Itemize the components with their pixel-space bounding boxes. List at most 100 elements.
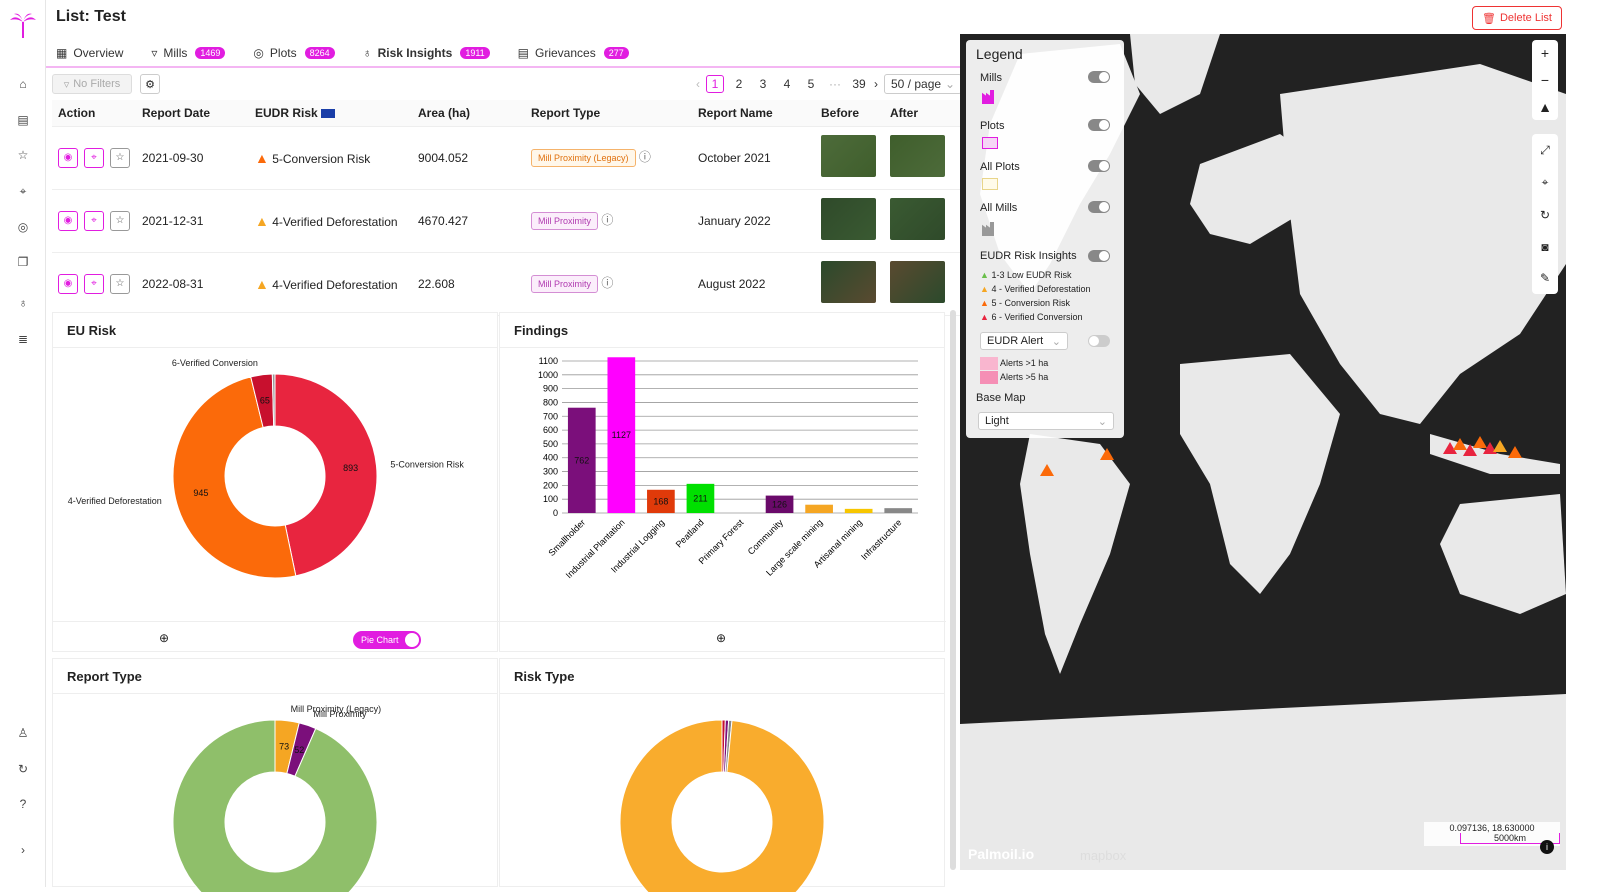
tab-risk-insights[interactable]: ♁ Risk Insights 1911 [363, 40, 490, 66]
view-icon[interactable]: ◉ [58, 210, 78, 231]
page-ellipsis[interactable]: ··· [829, 77, 841, 91]
tab-grievances[interactable]: ▤ Grievances 277 [518, 40, 629, 66]
page-4[interactable]: 4 [783, 77, 791, 91]
settings-button[interactable]: ⚙ [140, 74, 160, 94]
before-satellite-image[interactable] [821, 198, 876, 240]
risk-level-label: 4 - Verified Deforestation [991, 284, 1091, 294]
all-plots-toggle[interactable] [1088, 160, 1110, 172]
pie-chart-toggle[interactable]: Pie Chart [353, 631, 421, 649]
after-satellite-image[interactable] [890, 135, 945, 177]
table-row[interactable]: ◉ ⌖ ☆ 2021-12-31 ▲ 4-Verified Deforestation 4… [52, 189, 970, 253]
locate-icon[interactable]: ⌖ [84, 273, 104, 294]
pie-slice[interactable] [619, 719, 825, 892]
locate-icon[interactable]: ⌖ [84, 210, 104, 231]
before-satellite-image[interactable] [821, 135, 876, 177]
locate-icon[interactable]: ⌖ [84, 147, 104, 168]
page-39[interactable]: 39 [852, 77, 866, 91]
prev-page-icon[interactable]: ‹ [696, 77, 700, 91]
palm-logo-icon[interactable] [8, 10, 38, 40]
view-icon[interactable]: ◉ [58, 273, 78, 294]
bar[interactable] [607, 357, 636, 513]
delete-list-button[interactable]: 🗑 Delete List [1472, 6, 1562, 30]
locate-icon[interactable]: ⌖ [1541, 175, 1549, 190]
bar[interactable] [844, 508, 873, 513]
mills-toggle[interactable] [1088, 71, 1110, 83]
camera-icon[interactable]: ◙ [1541, 239, 1549, 254]
all-mills-toggle[interactable] [1088, 201, 1110, 213]
eudr-alert-select[interactable]: EUDR Alert ⌄ [980, 332, 1068, 350]
basemap-select[interactable]: Light ⌄ [978, 412, 1114, 430]
page-size-select[interactable]: 50 / page ⌄ [884, 74, 962, 94]
view-icon[interactable]: ◉ [58, 147, 78, 168]
pie-slice[interactable] [274, 373, 378, 577]
report-type-cell: Mill Proximity ⓘ [525, 252, 692, 316]
bar[interactable] [647, 489, 675, 513]
help-icon[interactable]: ⓘ [601, 213, 614, 227]
action-cell: ◉ ⌖ ☆ [52, 126, 136, 190]
eudr-alert-toggle[interactable] [1088, 335, 1110, 347]
col-area[interactable]: Area (ha) [412, 100, 525, 127]
draw-icon[interactable]: ✎ [1539, 271, 1551, 286]
star-icon[interactable]: ☆ [17, 148, 29, 162]
help-icon[interactable]: ⓘ [638, 150, 651, 164]
page-5[interactable]: 5 [807, 77, 815, 91]
col-eudr-risk[interactable]: EUDR Risk [249, 100, 412, 127]
after-satellite-image[interactable] [890, 198, 945, 240]
help-icon[interactable]: ⓘ [601, 276, 614, 290]
risk-marker-cluster[interactable] [1438, 424, 1528, 464]
pie-slice[interactable] [271, 373, 276, 427]
next-page-icon[interactable]: › [874, 77, 878, 91]
tab-plots[interactable]: ◎ Plots 8264 [253, 40, 335, 66]
dashboard-icon[interactable]: ▤ [17, 113, 29, 127]
before-satellite-image[interactable] [821, 261, 876, 303]
after-satellite-image[interactable] [890, 261, 945, 303]
lightbulb-icon: ♁ [362, 46, 372, 60]
page-1[interactable]: 1 [706, 75, 724, 93]
bar[interactable] [765, 495, 794, 513]
col-report-name[interactable]: Report Name [692, 100, 815, 127]
eudr-toggle[interactable] [1088, 250, 1110, 262]
info-icon[interactable]: i [1540, 840, 1554, 854]
fullscreen-icon[interactable]: ⤢ [1540, 142, 1550, 157]
filter-icon: ▿ [151, 46, 158, 60]
user-icon[interactable]: ♙ [17, 726, 29, 740]
target-icon[interactable]: ⌖ [19, 183, 27, 198]
bar[interactable] [884, 508, 913, 513]
bar[interactable] [805, 504, 833, 513]
home-icon[interactable]: ⌂ [19, 77, 27, 91]
rotate-3d-icon[interactable]: ↻ [1539, 207, 1551, 222]
risk-marker[interactable] [1040, 464, 1054, 476]
page-3[interactable]: 3 [759, 77, 767, 91]
logout-icon[interactable]: ↻ [17, 762, 29, 776]
globe-icon[interactable]: ◎ [17, 220, 29, 234]
star-icon[interactable]: ☆ [110, 273, 130, 294]
panel-scrollbar[interactable] [950, 310, 956, 870]
col-report-type[interactable]: Report Type [525, 100, 692, 127]
plots-toggle[interactable] [1088, 119, 1110, 131]
pie-slice[interactable] [172, 376, 297, 579]
tab-mills[interactable]: ▿ Mills 1469 [151, 40, 226, 66]
star-icon[interactable]: ☆ [110, 147, 130, 168]
help-icon[interactable]: ? [19, 797, 27, 811]
zoom-out-icon[interactable]: − [1540, 71, 1550, 88]
risk-marker[interactable] [1100, 448, 1114, 460]
zoom-in-icon[interactable]: + [1540, 45, 1550, 62]
col-report-date[interactable]: Report Date [136, 100, 249, 127]
no-filters-button[interactable]: ▿ No Filters [52, 74, 132, 94]
zoom-in-icon[interactable]: ⊕ [159, 631, 170, 645]
zoom-in-icon[interactable]: ⊕ [716, 631, 727, 645]
star-icon[interactable]: ☆ [110, 210, 130, 231]
lightbulb-icon[interactable]: ♁ [18, 296, 28, 310]
coords-readout: 0.097136, 18.630000 5000km [1424, 822, 1560, 846]
page-2[interactable]: 2 [735, 77, 743, 91]
expand-icon[interactable]: › [21, 843, 25, 857]
table-row[interactable]: ◉ ⌖ ☆ 2022-08-31 ▲ 4-Verified Deforestation 2… [52, 252, 970, 316]
layers-icon[interactable]: ❐ [17, 255, 29, 269]
compass-icon[interactable]: ▲ [1538, 98, 1552, 115]
bar[interactable] [686, 483, 715, 513]
pie-slice[interactable] [172, 719, 378, 892]
table-row[interactable]: ◉ ⌖ ☆ 2021-09-30 ▲ 5-Conversion Risk 9004.052… [52, 126, 970, 190]
list-icon[interactable]: ≣ [17, 332, 29, 346]
bar[interactable] [567, 407, 596, 513]
tab-overview[interactable]: ▦ Overview [56, 40, 123, 66]
